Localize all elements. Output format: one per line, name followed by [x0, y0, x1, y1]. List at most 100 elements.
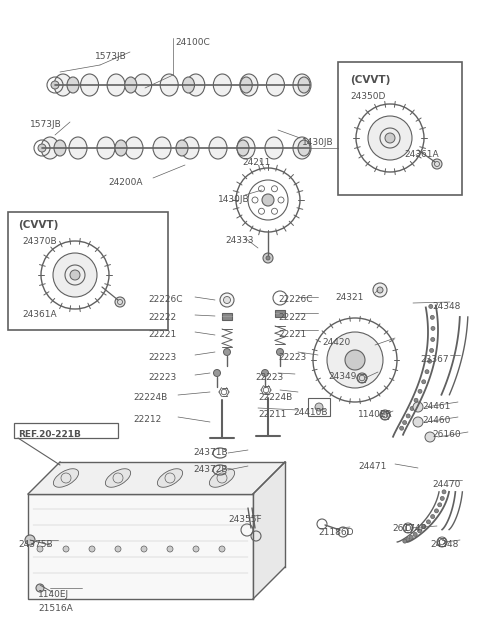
- Polygon shape: [28, 462, 285, 494]
- Text: 1140EJ: 1140EJ: [38, 590, 69, 599]
- Circle shape: [380, 410, 390, 420]
- Text: 22224B: 22224B: [133, 393, 167, 402]
- Text: 22223: 22223: [148, 373, 176, 382]
- Ellipse shape: [209, 469, 235, 487]
- Circle shape: [406, 414, 410, 418]
- Ellipse shape: [133, 74, 152, 96]
- Text: 22222: 22222: [278, 313, 306, 322]
- Circle shape: [409, 535, 413, 539]
- Text: 24372B: 24372B: [193, 465, 228, 474]
- Bar: [338, 62, 462, 195]
- Text: 22221: 22221: [278, 330, 306, 339]
- Text: 24361A: 24361A: [404, 150, 439, 159]
- Circle shape: [315, 403, 323, 411]
- Text: 24333: 24333: [225, 236, 253, 245]
- Circle shape: [428, 359, 432, 363]
- Text: 1430JB: 1430JB: [302, 138, 334, 147]
- Text: 22224B: 22224B: [258, 393, 292, 402]
- Text: 24461: 24461: [422, 402, 450, 411]
- Text: 1140ER: 1140ER: [358, 410, 393, 419]
- Circle shape: [403, 539, 407, 543]
- Circle shape: [422, 524, 426, 529]
- Bar: [14, 423, 118, 438]
- Circle shape: [276, 348, 284, 355]
- Text: 21516A: 21516A: [38, 604, 73, 613]
- Ellipse shape: [293, 74, 311, 96]
- Ellipse shape: [298, 77, 310, 93]
- Circle shape: [425, 432, 435, 442]
- Circle shape: [89, 546, 95, 552]
- Polygon shape: [253, 462, 285, 599]
- Circle shape: [406, 538, 410, 542]
- Circle shape: [36, 584, 44, 592]
- Ellipse shape: [157, 469, 182, 487]
- Text: 24348: 24348: [432, 302, 460, 311]
- Ellipse shape: [115, 140, 127, 156]
- Circle shape: [51, 81, 59, 89]
- Text: 24410B: 24410B: [293, 408, 327, 417]
- Ellipse shape: [81, 74, 98, 96]
- Circle shape: [431, 515, 435, 519]
- Circle shape: [38, 144, 46, 152]
- Circle shape: [418, 529, 421, 533]
- Circle shape: [429, 304, 433, 308]
- Ellipse shape: [153, 137, 171, 159]
- Circle shape: [63, 546, 69, 552]
- Text: 24211: 24211: [242, 158, 270, 167]
- Ellipse shape: [298, 140, 310, 156]
- Text: 26160: 26160: [432, 430, 461, 439]
- Text: 24470: 24470: [432, 480, 460, 489]
- Circle shape: [193, 546, 199, 552]
- Ellipse shape: [293, 137, 311, 159]
- Text: 24460: 24460: [422, 416, 450, 425]
- Ellipse shape: [237, 137, 255, 159]
- Bar: [222, 313, 232, 320]
- Circle shape: [345, 350, 365, 370]
- Ellipse shape: [54, 74, 72, 96]
- Ellipse shape: [125, 137, 143, 159]
- Text: 22226C: 22226C: [278, 295, 312, 304]
- Ellipse shape: [240, 77, 252, 93]
- Ellipse shape: [107, 74, 125, 96]
- Circle shape: [377, 287, 383, 293]
- Circle shape: [224, 348, 230, 355]
- Circle shape: [432, 159, 442, 169]
- Ellipse shape: [182, 77, 194, 93]
- Ellipse shape: [213, 74, 231, 96]
- Text: 22212: 22212: [133, 415, 161, 424]
- Circle shape: [37, 546, 43, 552]
- Ellipse shape: [181, 137, 199, 159]
- Circle shape: [418, 389, 422, 393]
- Text: 26174P: 26174P: [392, 524, 426, 533]
- Circle shape: [442, 490, 446, 494]
- Circle shape: [430, 348, 433, 352]
- Ellipse shape: [54, 140, 66, 156]
- Ellipse shape: [106, 469, 131, 487]
- Text: (CVVT): (CVVT): [350, 75, 390, 85]
- Text: 24355F: 24355F: [228, 515, 262, 524]
- Ellipse shape: [160, 74, 178, 96]
- Text: 24349: 24349: [328, 372, 356, 381]
- Circle shape: [220, 293, 234, 307]
- Text: 24361A: 24361A: [22, 310, 57, 319]
- Text: 24370B: 24370B: [22, 237, 57, 246]
- Circle shape: [410, 406, 414, 410]
- Circle shape: [262, 369, 268, 376]
- Circle shape: [219, 546, 225, 552]
- Text: 24348: 24348: [430, 540, 458, 549]
- Circle shape: [385, 133, 395, 143]
- Circle shape: [263, 253, 273, 263]
- Circle shape: [403, 420, 407, 424]
- Circle shape: [434, 509, 438, 513]
- Ellipse shape: [125, 77, 137, 93]
- Text: 24321: 24321: [335, 293, 363, 302]
- Circle shape: [426, 520, 431, 524]
- Ellipse shape: [265, 137, 283, 159]
- Circle shape: [400, 426, 404, 430]
- Text: 24371B: 24371B: [193, 448, 228, 457]
- Text: 24200A: 24200A: [108, 178, 143, 187]
- Ellipse shape: [69, 137, 87, 159]
- Text: 22222: 22222: [148, 313, 176, 322]
- Ellipse shape: [176, 140, 188, 156]
- Circle shape: [413, 417, 423, 427]
